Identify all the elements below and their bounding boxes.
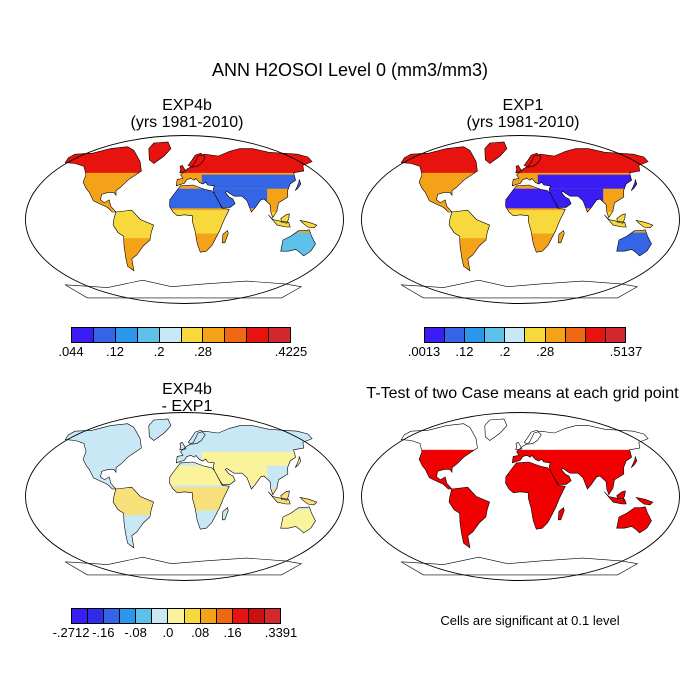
- colorbar-swatches: [71, 608, 281, 624]
- colorbar-swatch: [203, 328, 226, 342]
- colorbar-swatch: [137, 328, 160, 342]
- figure-title: ANN H2OSOI Level 0 (mm3/mm3): [211, 60, 489, 80]
- colorbar-swatch: [168, 609, 185, 623]
- panel-title-exp1-line1: EXP1: [502, 97, 544, 114]
- colorbar-swatch: [152, 609, 169, 623]
- colorbar-swatch: [159, 328, 182, 342]
- map-exp4b: [22, 130, 347, 305]
- colorbar-swatch: [248, 609, 265, 623]
- panel-title-ttest: T-Test of two Case means at each grid po…: [366, 385, 679, 402]
- colorbar-tick-label: .2: [153, 344, 165, 359]
- colorbar-swatch: [565, 328, 586, 342]
- colorbar-swatch: [136, 609, 153, 623]
- colorbar-swatch: [545, 328, 566, 342]
- colorbar-swatches: [424, 327, 626, 343]
- colorbar-swatch: [269, 328, 291, 342]
- colorbar-swatch: [445, 328, 466, 342]
- colorbar-swatch: [216, 609, 233, 623]
- colorbar-swatches: [71, 327, 291, 343]
- world-map-svg: [25, 135, 344, 304]
- significance-note: Cells are significant at 0.1 level: [440, 613, 620, 628]
- coastline: [64, 418, 318, 576]
- panel-title-exp4b-line2: (yrs 1981-2010): [130, 114, 244, 131]
- colorbar-exp4b: .044 .12 .2 .28 .4225: [58, 327, 307, 359]
- colorbar-tick-label: .3391: [264, 625, 298, 640]
- colorbar-labels: .044 .12 .2 .28 .4225: [58, 343, 307, 359]
- colorbar-swatch: [264, 609, 281, 623]
- colorbar-tick-label: .12: [105, 344, 125, 359]
- colorbar-swatch: [247, 328, 270, 342]
- panel-title-diff: EXP4b - EXP1: [22, 381, 352, 415]
- colorbar-swatch: [184, 609, 201, 623]
- colorbar-tick-label: .0: [162, 625, 174, 640]
- colorbar-tick-label: .28: [536, 344, 555, 359]
- colorbar-swatch: [104, 609, 121, 623]
- coastline: [400, 418, 654, 576]
- colorbar-swatch: [88, 609, 105, 623]
- colorbar-swatch: [585, 328, 606, 342]
- world-map-svg: [361, 135, 680, 304]
- colorbar-tick-label: .5137: [609, 344, 643, 359]
- map-diff: [22, 407, 347, 582]
- colorbar-swatch: [505, 328, 526, 342]
- colorbar-labels: -.2712 -.16 -.08 .0 .08 .16 .3391: [53, 624, 298, 640]
- colorbar-swatch: [232, 609, 249, 623]
- panel-title-exp1-line2: (yrs 1981-2010): [466, 114, 580, 131]
- panel-title-exp4b: EXP4b (yrs 1981-2010): [22, 97, 352, 131]
- colorbar-tick-label: -.16: [92, 625, 115, 640]
- colorbar-tick-label: .28: [193, 344, 213, 359]
- colorbar-swatch: [225, 328, 248, 342]
- coastline: [400, 141, 654, 299]
- colorbar-swatch: [425, 328, 446, 342]
- colorbar-tick-label: .12: [455, 344, 474, 359]
- colorbar-swatch: [120, 609, 137, 623]
- colorbar-diff: -.2712 -.16 -.08 .0 .08 .16 .3391: [53, 608, 298, 640]
- colorbar-tick-label: .08: [191, 625, 210, 640]
- colorbar-tick-label: .044: [58, 344, 84, 359]
- world-map-svg: [25, 412, 344, 581]
- colorbar-swatch: [72, 328, 94, 342]
- colorbar-labels: .0013 .12 .2 .28 .5137: [408, 343, 643, 359]
- colorbar-swatch: [525, 328, 546, 342]
- colorbar-tick-label: .2: [499, 344, 511, 359]
- colorbar-tick-label: -.08: [124, 625, 147, 640]
- panel-title-exp4b-line1: EXP4b: [162, 97, 212, 114]
- colorbar-tick-label: -.2712: [52, 625, 90, 640]
- panel-title-diff-line2: - EXP1: [161, 398, 213, 415]
- colorbar-tick-label: .0013: [407, 344, 441, 359]
- colorbar-swatch: [181, 328, 204, 342]
- colorbar-swatch: [605, 328, 625, 342]
- map-frame: [361, 135, 680, 304]
- map-frame: [25, 412, 344, 581]
- map-frame: [361, 412, 680, 581]
- coastline: [64, 141, 318, 299]
- colorbar-exp1: .0013 .12 .2 .28 .5137: [408, 327, 643, 359]
- colorbar-swatch: [200, 609, 217, 623]
- colorbar-swatch: [93, 328, 116, 342]
- colorbar-tick-label: .16: [223, 625, 242, 640]
- panel-title-diff-line1: EXP4b: [162, 381, 212, 398]
- map-ttest: [358, 407, 683, 582]
- map-frame: [25, 135, 344, 304]
- colorbar-swatch: [485, 328, 506, 342]
- world-map-svg: [361, 412, 680, 581]
- colorbar-tick-label: .4225: [274, 344, 308, 359]
- colorbar-swatch: [115, 328, 138, 342]
- colorbar-swatch: [72, 609, 89, 623]
- panel-title-exp1: EXP1 (yrs 1981-2010): [358, 97, 688, 131]
- colorbar-swatch: [465, 328, 486, 342]
- map-exp1: [358, 130, 683, 305]
